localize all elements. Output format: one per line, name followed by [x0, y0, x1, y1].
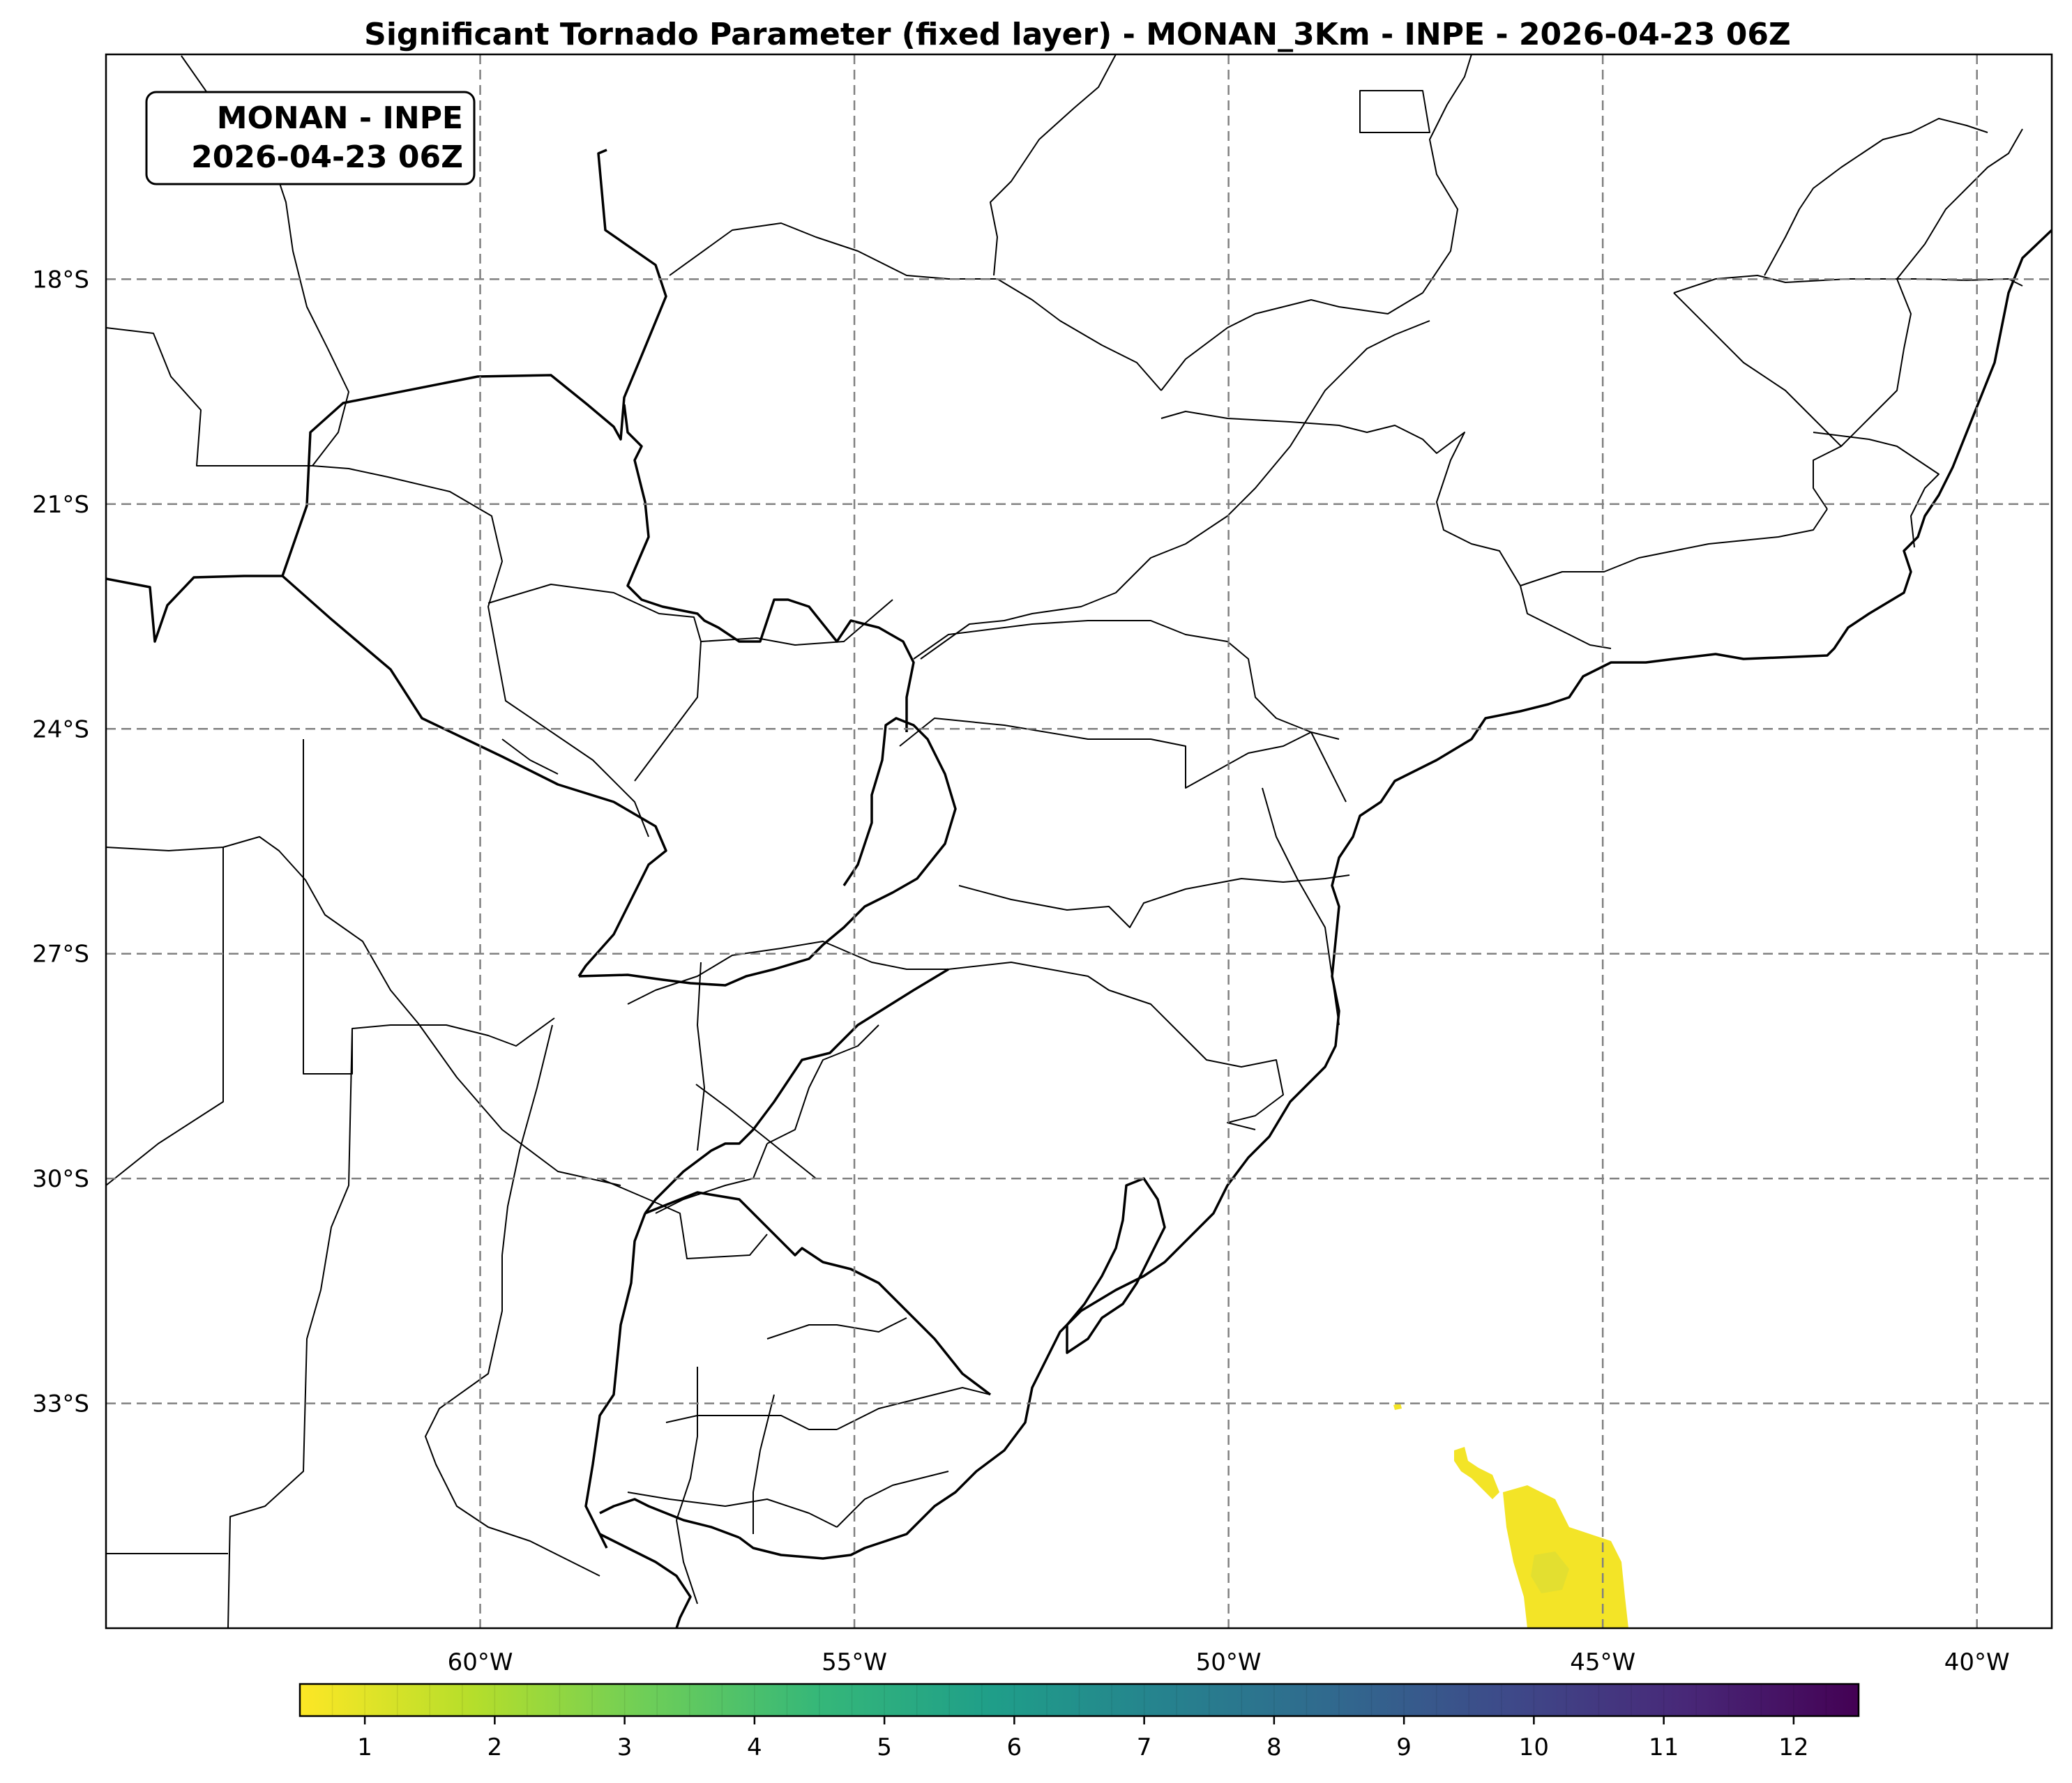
info-box-frame — [145, 91, 476, 185]
coastline — [738, 229, 2052, 1560]
lon-label-3: 45°W — [1570, 1648, 1635, 1676]
river-plate-south — [599, 1533, 692, 1628]
info-box: MONAN - INPE 2026-04-23 06Z — [145, 91, 476, 185]
colorbar-bar — [298, 1683, 1860, 1717]
lat-label-1: 21°S — [32, 491, 89, 519]
info-box-line1: MONAN - INPE — [217, 100, 463, 136]
lon-label-2: 50°W — [1196, 1648, 1262, 1676]
lat-label-5: 33°S — [32, 1390, 89, 1418]
stp-area-inner — [1531, 1551, 1569, 1593]
colorbar-label-2: 3 — [617, 1733, 633, 1761]
colorbar-label-1: 2 — [487, 1733, 503, 1761]
colorbar-label-11: 12 — [1778, 1733, 1808, 1761]
stp-area-main — [1503, 1485, 1628, 1628]
lat-label-3: 27°S — [32, 941, 89, 969]
state-borders — [106, 54, 2023, 1628]
lat-label-2: 24°S — [32, 715, 89, 743]
info-box-line2: 2026-04-23 06Z — [191, 139, 463, 175]
gridlines — [106, 54, 2052, 1628]
stp-area-dot — [1393, 1403, 1402, 1410]
colorbar-label-8: 9 — [1396, 1733, 1412, 1761]
colorbar-label-6: 7 — [1137, 1733, 1152, 1761]
colorbar-label-0: 1 — [357, 1733, 372, 1761]
stp-area-streak — [1454, 1447, 1499, 1499]
lon-label-4: 40°W — [1944, 1648, 2010, 1676]
stp-field — [1393, 1403, 1628, 1628]
river-plate-north — [599, 1498, 740, 1539]
colorbar-ticks: 1 2 3 4 5 6 7 8 9 10 11 12 — [331, 1684, 1827, 1761]
colorbar-label-5: 6 — [1007, 1733, 1022, 1761]
map-background — [106, 54, 2052, 1628]
colorbar-label-9: 10 — [1519, 1733, 1549, 1761]
lon-label-1: 55°W — [822, 1648, 887, 1676]
colorbar: 1 2 3 4 5 6 7 8 9 10 11 12 — [298, 1683, 1860, 1761]
colorbar-label-7: 8 — [1266, 1733, 1282, 1761]
lat-label-4: 30°S — [32, 1165, 89, 1193]
map-frame — [105, 53, 2053, 1630]
lagoon-patos — [1066, 1177, 1166, 1354]
lat-label-0: 18°S — [32, 266, 89, 294]
colorbar-label-10: 11 — [1649, 1733, 1679, 1761]
colorbar-label-3: 4 — [747, 1733, 762, 1761]
longitude-labels: 60°W 55°W 50°W 45°W 40°W — [448, 1648, 2010, 1676]
map-area — [106, 54, 2052, 1628]
latitude-labels: 18°S 21°S 24°S 27°S 30°S 33°S — [32, 266, 89, 1418]
map-title: Significant Tornado Parameter (fixed lay… — [364, 17, 1791, 52]
lon-label-0: 60°W — [448, 1648, 513, 1676]
country-borders — [106, 149, 992, 1549]
colorbar-label-4: 5 — [877, 1733, 892, 1761]
